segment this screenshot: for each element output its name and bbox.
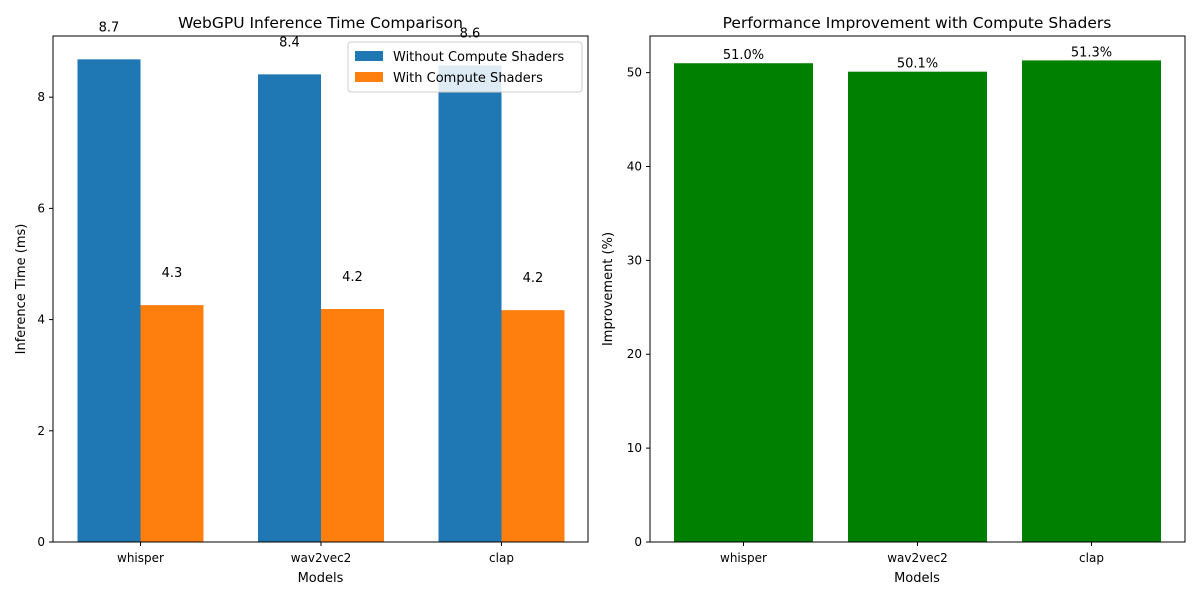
x-tick-label: whisper — [117, 551, 164, 565]
y-tick-label: 8 — [37, 90, 45, 104]
data-label: 51.3% — [1071, 45, 1112, 60]
data-label: 4.2 — [523, 271, 544, 286]
x-tick-label: whisper — [720, 551, 767, 565]
data-label: 8.4 — [279, 35, 300, 50]
legend-swatch — [355, 72, 383, 82]
plot-area: 51.0% 50.1% 51.3% 0 10 20 30 40 50 whisper wav2vec… — [627, 35, 1186, 565]
data-label: 8.7 — [99, 20, 120, 35]
legend-label: Without Compute Shaders — [393, 50, 564, 65]
y-tick-label: 20 — [627, 347, 642, 361]
y-tick-label: 2 — [37, 424, 45, 438]
inference-time-chart: WebGPU Inference Time Comparison 8.78.48… — [14, 14, 589, 586]
legend-label: With Compute Shaders — [393, 71, 543, 86]
x-axis-label: Models — [298, 571, 344, 586]
x-tick-label: clap — [1079, 551, 1104, 565]
y-tick-label: 40 — [627, 159, 642, 173]
y-tick-label: 50 — [627, 66, 642, 80]
x-tick-label: clap — [489, 551, 514, 565]
y-tick-label: 0 — [634, 535, 642, 549]
data-label: 8.6 — [460, 26, 481, 41]
y-axis-label: Inference Time (ms) — [14, 224, 29, 355]
y-axis-label: Improvement (%) — [601, 232, 616, 346]
bar-whisper-series0 — [77, 59, 141, 542]
y-tick-label: 6 — [37, 201, 45, 215]
bar-clap-series1 — [501, 310, 565, 542]
legend: Without Compute Shaders With Compute Shad… — [347, 41, 583, 93]
bar-clap — [1022, 60, 1161, 542]
bar-wav2vec2-series1 — [321, 309, 384, 542]
x-axis-label: Models — [894, 571, 940, 586]
x-tick-label: wav2vec2 — [291, 551, 352, 565]
y-tick-label: 30 — [627, 253, 642, 267]
y-tick-label: 10 — [627, 441, 642, 455]
data-label: 4.3 — [162, 266, 183, 281]
y-tick-label: 0 — [37, 535, 45, 549]
chart-title: Performance Improvement with Compute Sha… — [723, 14, 1112, 32]
legend-swatch — [355, 51, 383, 61]
data-label: 4.2 — [342, 270, 363, 285]
y-tick-label: 4 — [37, 313, 45, 327]
bar-wav2vec2-series0 — [258, 74, 321, 542]
improvement-chart: Performance Improvement with Compute Sha… — [601, 14, 1186, 586]
bar-wav2vec2 — [848, 71, 987, 543]
data-label: 51.0% — [723, 48, 764, 63]
bar-whisper — [674, 63, 813, 543]
chart-title: WebGPU Inference Time Comparison — [178, 14, 463, 32]
legend-frame — [347, 41, 583, 93]
bar-clap-series0 — [438, 65, 502, 542]
bar-whisper-series1 — [140, 305, 204, 542]
x-tick-label: wav2vec2 — [887, 551, 948, 565]
plot-area: 8.7 8.4 8.6 4.3 4.2 4.2 0 2 4 6 8 whisper wav2vec2 cl… — [37, 20, 589, 565]
data-label: 50.1% — [897, 57, 938, 72]
